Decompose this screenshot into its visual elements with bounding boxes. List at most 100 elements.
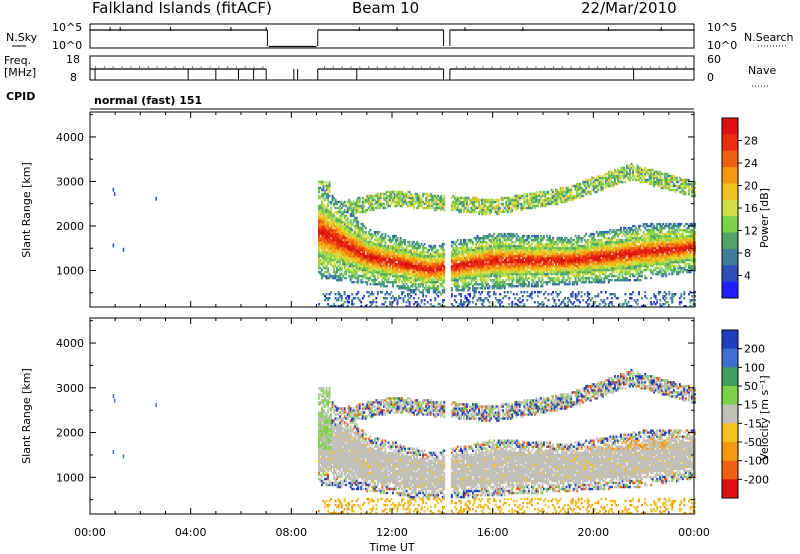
power-echo-cell [401,260,403,264]
power-echo-cell [463,258,465,262]
power-echo-cell [419,194,422,198]
power-echo-cell [355,272,358,276]
power-echo-cell [429,256,432,260]
power-echo-cell [322,208,325,212]
power-echo-cell [348,200,351,204]
power-echo-cell [327,238,329,242]
power-echo-cell [414,260,417,264]
power-echo-cell [456,283,459,286]
power-echo-cell [351,276,354,280]
power-echo-cell [469,301,471,304]
power-echo-cell [376,264,379,268]
power-echo-cell [512,244,515,248]
power-echo-cell [523,250,526,254]
power-echo-cell [496,285,499,288]
power-echo-cell [410,250,412,254]
power-echo-cell [556,272,559,276]
power-echo-cell [555,242,557,246]
power-echo-cell [437,252,440,256]
power-echo-cell [535,238,538,242]
power-echo-cell [373,238,376,242]
power-echo-cell [346,248,349,252]
power-echo-cell [503,196,506,200]
power-echo-cell [472,254,474,258]
power-echo-cell [535,281,538,284]
power-echo-cell [532,192,535,196]
power-echo-cell [339,216,342,220]
power-echo-cell [392,198,394,202]
power-echo-cell [318,186,320,190]
power-echo-cell [547,200,550,204]
power-echo-cell [367,246,370,250]
power-echo-cell [559,274,562,278]
power-echo-cell [476,268,479,272]
power-echo-cell [367,264,370,268]
power-echo-cell [476,270,479,274]
power-echo-cell [339,218,342,222]
power-echo-cell [339,244,342,248]
power-echo-cell [502,279,505,282]
power-echo-cell [384,244,387,248]
power-echo-cell [331,218,334,222]
power-echo-cell [538,258,541,262]
power-echo-cell [407,264,409,268]
power-echo-cell [405,252,408,256]
power-echo-cell [372,244,375,248]
power-echo-cell [460,248,462,252]
power-echo-cell [382,248,385,252]
power-echo-cell [544,204,547,208]
power-echo-cell [432,305,435,308]
power-echo-cell [369,228,372,232]
power-echo-cell [505,268,508,272]
power-echo-cell [392,250,394,254]
power-echo-cell [390,266,393,270]
power-echo-cell [552,240,554,244]
power-echo-cell [473,204,476,208]
power-echo-cell [464,256,467,260]
power-echo-cell [487,234,489,238]
power-echo-cell [416,260,419,264]
power-echo-cell [473,250,476,254]
power-echo-cell [416,252,419,256]
power-echo-cell [361,196,364,200]
power-echo-cell [568,283,571,286]
power-echo-cell [401,246,403,250]
power-echo-cell [517,264,520,268]
power-echo-cell [530,268,533,272]
power-echo-cell [358,196,361,200]
power-echo-cell [336,274,338,278]
power-echo-cell [354,256,357,260]
power-echo-cell [376,252,379,256]
power-echo-cell [367,248,370,252]
power-echo-cell [345,264,348,268]
power-echo-cell [503,281,506,284]
power-echo-cell [372,258,375,262]
power-echo-cell [487,268,489,272]
power-echo-cell [432,287,435,290]
power-echo-cell [393,254,396,258]
power-echo-cell [423,303,426,306]
power-echo-cell [386,272,388,276]
power-echo-cell [452,279,455,282]
power-echo-cell [556,248,559,252]
power-echo-cell [456,281,459,284]
power-echo-cell [417,285,420,288]
power-echo-cell [370,204,373,208]
power-echo-cell [473,266,476,270]
power-echo-cell [346,240,349,244]
power-echo-cell [419,244,422,248]
power-echo-cell [426,196,429,200]
power-echo-cell [509,246,512,250]
power-echo-cell [469,238,471,242]
power-echo-cell [398,285,400,288]
power-echo-cell [533,272,536,276]
power-echo-cell [523,242,526,246]
power-echo-cell [367,295,370,298]
power-echo-cell [414,246,417,250]
power-echo-cell [497,272,500,276]
power-echo-cell [547,264,550,268]
power-echo-cell [343,250,346,254]
power-echo-cell [321,206,323,210]
power-echo-cell [429,279,432,282]
power-echo-cell [526,258,529,262]
